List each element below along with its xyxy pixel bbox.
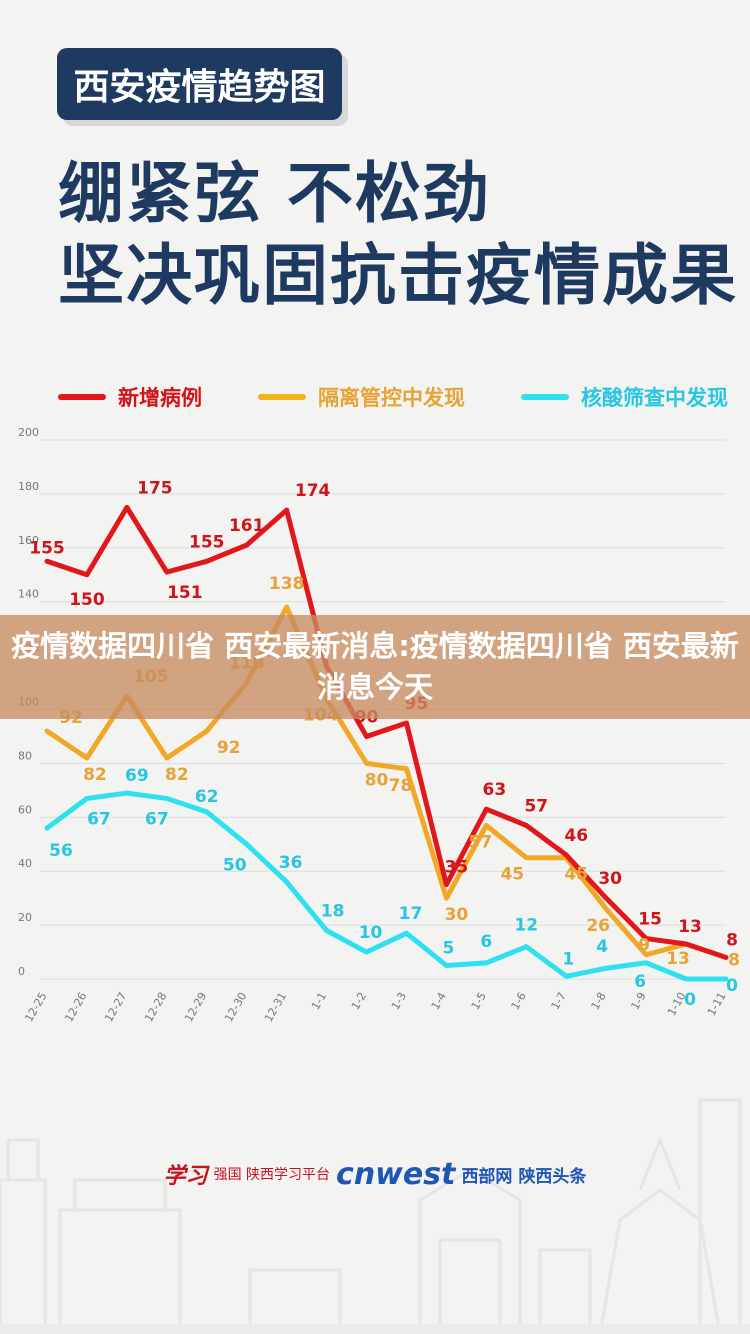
legend-label-quarantine: 隔离管控中发现	[318, 386, 465, 410]
data-label: 151	[167, 583, 203, 603]
data-label: 35	[445, 858, 469, 878]
data-label: 13	[666, 949, 690, 969]
legend-item-screening: 核酸筛查中发现	[521, 382, 728, 412]
data-label: 69	[125, 766, 149, 786]
xuexi-platform-text: 强国 陕西学习平台	[213, 1167, 331, 1183]
xuexi-logo: 学习	[163, 1163, 208, 1189]
chart-legend: 新增病例 隔离管控中发现 核酸筛查中发现	[58, 380, 728, 414]
headline-line-1: 绷紧弦 不松劲	[58, 155, 491, 232]
data-label: 18	[321, 901, 345, 921]
x-tick-label: 1-7	[549, 990, 569, 1012]
data-label: 82	[83, 765, 107, 785]
data-label: 36	[279, 853, 303, 873]
data-label: 161	[229, 516, 265, 536]
data-label: 150	[69, 590, 105, 610]
data-label: 8	[726, 930, 738, 950]
legend-label-new-cases: 新增病例	[118, 386, 202, 410]
x-tick-label: 1-4	[429, 990, 449, 1012]
data-label: 62	[195, 787, 219, 807]
data-label: 45	[500, 865, 524, 885]
x-tick-label: 1-2	[349, 990, 369, 1012]
data-label: 155	[189, 532, 225, 552]
data-label: 12	[514, 916, 538, 936]
y-tick-label: 0	[18, 965, 25, 978]
data-label: 17	[399, 904, 423, 924]
data-label: 30	[598, 869, 622, 889]
data-label: 56	[49, 841, 73, 861]
y-tick-label: 140	[18, 588, 39, 601]
x-tick-label: 12-29	[182, 990, 209, 1024]
source-logos: 学习 强国 陕西学习平台 cnwest 西部网 陕西头条	[0, 1152, 750, 1196]
x-tick-label: 12-31	[262, 990, 289, 1024]
legend-swatch-cyan	[521, 394, 569, 400]
chart-tag-title: 西安疫情趋势图	[57, 48, 342, 120]
data-label: 0	[684, 990, 696, 1010]
data-label: 175	[137, 478, 173, 498]
overlay-banner: 疫情数据四川省 西安最新消息:疫情数据四川省 西安最新消息今天	[0, 615, 750, 719]
x-tick-label: 1-11	[705, 990, 729, 1018]
data-label: 15	[638, 910, 662, 930]
data-label: 13	[678, 917, 702, 937]
legend-swatch-orange	[258, 394, 306, 400]
x-tick-label: 1-3	[389, 990, 409, 1012]
x-tick-label: 1-9	[628, 990, 648, 1012]
xibuwang-logo: 西部网	[461, 1166, 513, 1187]
legend-label-screening: 核酸筛查中发现	[581, 386, 728, 410]
x-tick-label: 1-5	[469, 990, 489, 1012]
x-tick-label: 1-8	[589, 990, 609, 1012]
data-label: 50	[223, 855, 247, 875]
x-tick-label: 12-28	[142, 990, 169, 1024]
data-label: 5	[442, 939, 454, 959]
data-label: 10	[359, 923, 383, 943]
data-label: 45	[564, 865, 588, 885]
y-tick-label: 180	[18, 480, 39, 493]
y-tick-label: 40	[18, 857, 32, 870]
shaanxi-toutiao-logo: 陕西头条	[518, 1166, 587, 1187]
y-tick-label: 80	[18, 749, 32, 762]
data-label: 174	[295, 481, 331, 501]
legend-item-quarantine: 隔离管控中发现	[258, 382, 465, 412]
data-label: 4	[596, 937, 608, 957]
x-tick-label: 1-6	[509, 990, 529, 1012]
data-label: 155	[29, 538, 65, 558]
x-tick-label: 12-25	[22, 990, 49, 1024]
data-label: 0	[726, 976, 738, 996]
data-label: 6	[480, 932, 492, 952]
y-tick-label: 200	[18, 426, 39, 439]
data-label: 57	[469, 832, 493, 852]
data-label: 82	[165, 765, 189, 785]
series-line	[44, 604, 729, 960]
y-tick-label: 20	[18, 911, 32, 924]
data-label: 92	[217, 738, 241, 758]
legend-item-new-cases: 新增病例	[58, 382, 202, 412]
data-label: 9	[638, 936, 650, 956]
y-tick-label: 60	[18, 803, 32, 816]
data-label: 78	[389, 776, 413, 796]
x-tick-label: 1-1	[309, 990, 329, 1012]
data-label: 6	[634, 972, 646, 992]
cnwest-logo: cnwest	[336, 1156, 456, 1192]
x-tick-label: 12-30	[222, 990, 249, 1024]
data-label: 63	[483, 780, 507, 800]
data-label: 26	[586, 916, 610, 936]
data-label: 67	[87, 809, 111, 829]
data-label: 30	[445, 905, 469, 925]
city-skyline-illustration	[0, 1098, 750, 1334]
x-tick-label: 12-26	[62, 990, 89, 1024]
series-line	[44, 790, 729, 982]
legend-swatch-red	[58, 394, 106, 400]
headline-line-2: 坚决巩固抗击疫情成果	[58, 237, 738, 314]
x-tick-label: 12-27	[102, 990, 129, 1024]
data-label: 1	[562, 949, 574, 969]
data-label: 8	[728, 950, 740, 970]
trend-line-chart: 02040608010012014016018020012-2512-2612-…	[18, 426, 740, 1024]
data-label: 67	[145, 809, 169, 829]
data-label: 80	[365, 770, 389, 790]
series-line	[44, 504, 729, 960]
data-label: 138	[269, 574, 305, 594]
y-tick-label: 160	[18, 534, 39, 547]
data-label: 46	[564, 826, 588, 846]
data-label: 57	[524, 796, 548, 816]
